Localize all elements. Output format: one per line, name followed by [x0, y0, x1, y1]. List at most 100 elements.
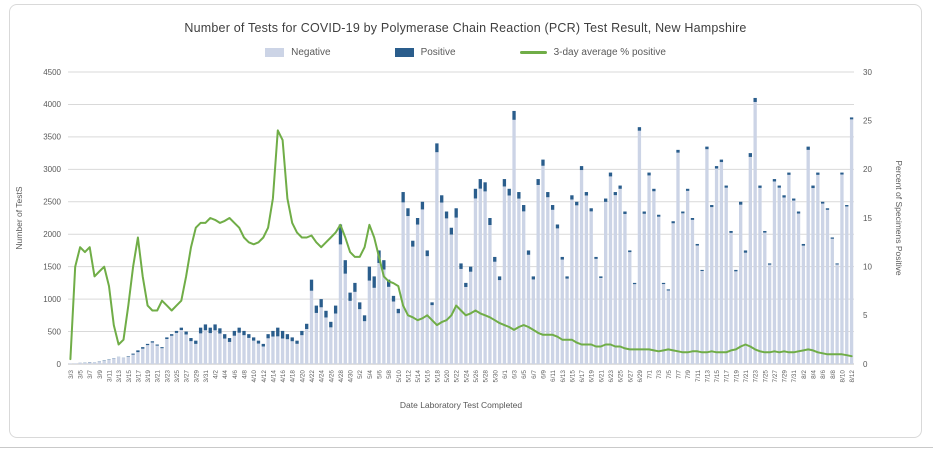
svg-text:5/12: 5/12 — [405, 370, 412, 383]
svg-text:3/3: 3/3 — [68, 370, 75, 379]
bar-negative — [444, 218, 449, 364]
bar-positive — [324, 310, 328, 318]
bar-positive — [787, 172, 791, 175]
chart-card: Number of Tests for COVID-19 by Polymera… — [9, 4, 922, 438]
bar-negative — [338, 244, 343, 364]
svg-text:7/21: 7/21 — [743, 370, 750, 383]
bar-negative — [290, 341, 294, 364]
bar-positive — [632, 282, 637, 285]
bar-positive — [560, 256, 564, 260]
bar-positive — [425, 250, 429, 257]
bar-positive — [290, 337, 294, 342]
bar-positive — [599, 276, 603, 278]
bar-negative — [353, 291, 357, 364]
bar-positive — [497, 276, 502, 281]
svg-text:4/16: 4/16 — [280, 370, 287, 383]
bar-positive — [420, 201, 425, 210]
bar-positive — [362, 315, 367, 322]
bar-negative — [227, 341, 232, 364]
bar-negative — [131, 354, 135, 364]
bar-negative — [647, 175, 651, 364]
svg-text:4/12: 4/12 — [261, 370, 268, 383]
bar-negative — [160, 348, 164, 364]
bar-negative — [367, 280, 372, 364]
svg-text:3/7: 3/7 — [87, 370, 94, 379]
bar-negative — [247, 337, 251, 364]
svg-text:5/2: 5/2 — [357, 370, 364, 379]
legend-label-negative: Negative — [291, 47, 331, 58]
bar-positive — [604, 198, 608, 202]
positive-bars — [78, 97, 854, 363]
bar-negative — [468, 271, 473, 364]
bar-positive — [570, 195, 574, 200]
bar-negative — [700, 271, 704, 364]
bar-positive — [729, 230, 733, 233]
bar-positive — [348, 292, 352, 301]
bar-negative — [623, 213, 627, 364]
bar-negative — [560, 259, 564, 364]
bar-negative — [116, 356, 121, 364]
bar-positive — [468, 266, 473, 272]
bar-negative — [218, 333, 222, 364]
svg-text:4/8: 4/8 — [242, 370, 249, 379]
bar-negative — [401, 202, 405, 364]
bar-positive — [541, 159, 545, 166]
legend-label-positive: Positive — [420, 47, 456, 58]
bar-positive — [565, 276, 569, 279]
svg-text:8/8: 8/8 — [830, 370, 837, 379]
bar-negative — [362, 321, 367, 364]
bar-positive — [589, 208, 593, 212]
bar-negative — [522, 211, 526, 364]
bar-positive — [415, 218, 420, 225]
bar-negative — [473, 198, 478, 364]
bar-positive — [314, 305, 318, 313]
bar-positive — [126, 356, 130, 357]
svg-text:6/3: 6/3 — [512, 370, 519, 379]
bar-positive — [464, 282, 468, 287]
bar-negative — [261, 346, 265, 364]
bar-positive — [690, 218, 695, 220]
bar-negative — [748, 156, 752, 364]
negative-bars — [68, 101, 854, 364]
svg-text:7/13: 7/13 — [704, 370, 711, 383]
bar-negative — [536, 184, 540, 364]
bar-negative — [155, 345, 159, 364]
svg-text:3500: 3500 — [43, 133, 61, 142]
bar-positive — [165, 337, 169, 340]
bar-positive — [232, 330, 237, 336]
bar-positive — [536, 179, 540, 185]
svg-text:3/17: 3/17 — [135, 370, 142, 383]
bar-negative — [92, 362, 97, 364]
bar-positive — [454, 208, 458, 218]
svg-text:5/28: 5/28 — [483, 370, 490, 383]
svg-text:6/15: 6/15 — [569, 370, 576, 383]
bar-negative — [348, 300, 352, 364]
x-axis-ticks: 3/3 3/5 3/7 3/9 3/11 3/13 3/15 3/17 3/19 3/21 3/23… — [68, 370, 856, 383]
bar-positive — [671, 221, 675, 224]
bar-positive — [184, 331, 188, 335]
svg-text:5/16: 5/16 — [425, 370, 432, 383]
bar-positive — [160, 347, 164, 349]
bar-positive — [155, 344, 159, 346]
bar-negative — [459, 268, 463, 364]
svg-text:5/14: 5/14 — [415, 370, 422, 383]
bar-negative — [141, 348, 145, 364]
bar-negative — [685, 190, 690, 364]
y-axis-right-ticks: 0 5 10 15 20 25 30 — [863, 68, 872, 369]
bar-negative — [767, 264, 772, 364]
svg-text:5/18: 5/18 — [434, 370, 441, 383]
svg-text:10: 10 — [863, 262, 872, 271]
bar-negative — [594, 258, 598, 364]
y-axis-title-left: Number of TestS — [14, 186, 24, 249]
svg-text:6/5: 6/5 — [521, 370, 528, 379]
bar-positive — [150, 341, 155, 343]
bar-positive — [401, 192, 405, 203]
bar-negative — [73, 363, 77, 364]
svg-text:3/23: 3/23 — [164, 370, 171, 383]
bar-positive — [449, 227, 454, 235]
bar-positive — [550, 205, 555, 210]
svg-text:6/25: 6/25 — [618, 370, 625, 383]
bar-positive — [507, 188, 511, 196]
svg-text:25: 25 — [863, 116, 872, 125]
bar-negative — [565, 278, 569, 364]
